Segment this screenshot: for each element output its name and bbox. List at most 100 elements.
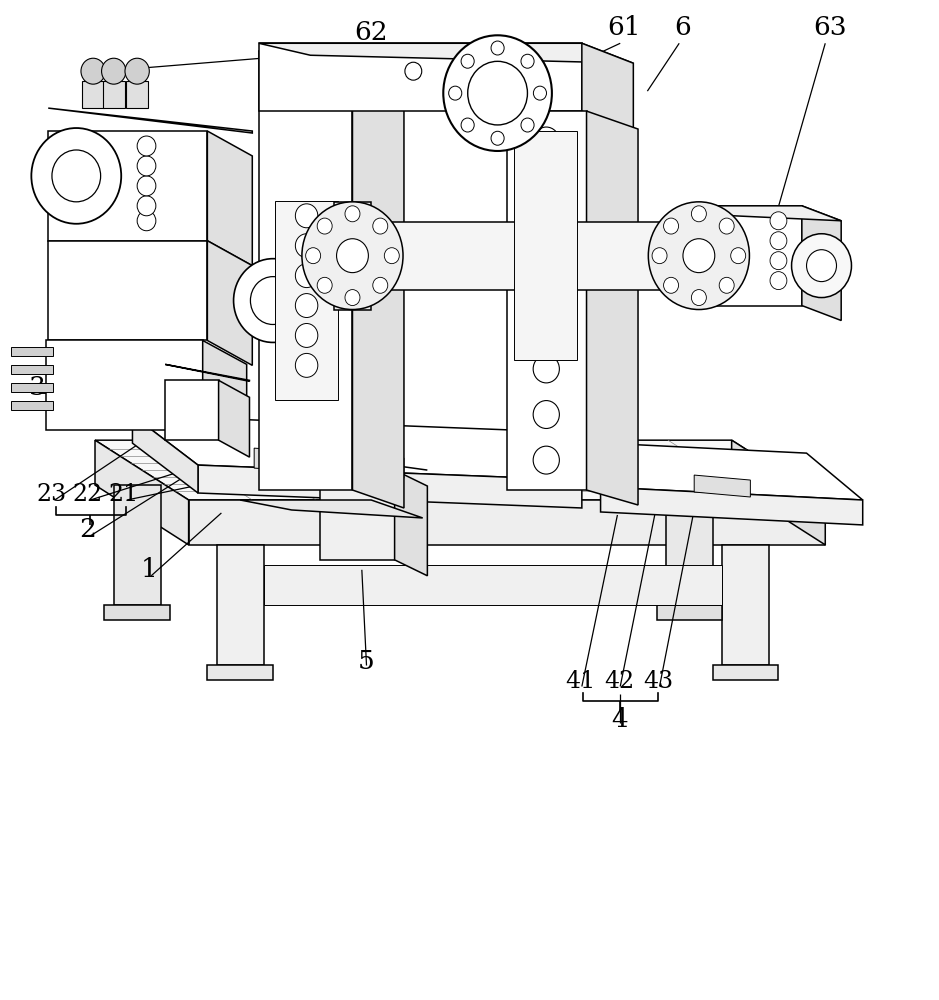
Circle shape [533, 218, 560, 246]
Polygon shape [132, 415, 582, 480]
Polygon shape [515, 131, 577, 360]
Polygon shape [10, 401, 53, 410]
Polygon shape [357, 455, 404, 478]
Polygon shape [601, 487, 863, 525]
Polygon shape [731, 440, 825, 545]
Circle shape [792, 234, 852, 298]
Circle shape [296, 204, 317, 228]
Circle shape [302, 202, 403, 310]
Polygon shape [95, 440, 189, 545]
Polygon shape [507, 111, 587, 490]
Circle shape [405, 62, 422, 80]
Circle shape [468, 61, 528, 125]
Circle shape [125, 58, 149, 84]
Circle shape [296, 234, 317, 258]
Text: 23: 23 [36, 483, 66, 506]
Polygon shape [198, 465, 582, 508]
Circle shape [533, 309, 560, 337]
Circle shape [234, 259, 312, 342]
Circle shape [533, 355, 560, 383]
Polygon shape [694, 206, 841, 221]
Circle shape [652, 248, 667, 264]
Polygon shape [713, 665, 778, 680]
Circle shape [449, 86, 462, 100]
Polygon shape [10, 347, 53, 356]
Polygon shape [254, 448, 357, 475]
Polygon shape [694, 206, 802, 306]
Circle shape [137, 196, 156, 216]
Circle shape [664, 218, 679, 234]
Polygon shape [240, 500, 423, 518]
Circle shape [101, 58, 126, 84]
Circle shape [461, 118, 474, 132]
Circle shape [664, 277, 679, 293]
Circle shape [296, 264, 317, 288]
Polygon shape [264, 565, 722, 605]
Circle shape [770, 272, 787, 290]
Polygon shape [259, 43, 582, 111]
Polygon shape [219, 380, 250, 457]
Circle shape [533, 264, 560, 292]
Circle shape [461, 54, 474, 68]
Circle shape [345, 290, 360, 306]
Polygon shape [259, 51, 352, 490]
Circle shape [770, 252, 787, 270]
Polygon shape [259, 51, 404, 76]
Circle shape [491, 131, 504, 145]
Text: 43: 43 [643, 670, 673, 693]
Circle shape [317, 218, 332, 234]
Circle shape [648, 202, 749, 310]
Circle shape [336, 239, 368, 273]
Polygon shape [165, 364, 250, 381]
Text: 6: 6 [674, 15, 691, 40]
Circle shape [81, 58, 105, 84]
Polygon shape [203, 340, 247, 454]
Text: 21: 21 [109, 483, 139, 506]
Circle shape [137, 211, 156, 231]
Polygon shape [114, 485, 161, 605]
Polygon shape [104, 605, 170, 620]
Circle shape [137, 156, 156, 176]
Circle shape [373, 218, 388, 234]
Polygon shape [275, 201, 338, 400]
Text: 1: 1 [141, 557, 158, 582]
Circle shape [306, 248, 320, 264]
Circle shape [719, 277, 734, 293]
Polygon shape [352, 51, 404, 508]
Circle shape [807, 250, 837, 282]
Circle shape [443, 35, 552, 151]
Circle shape [533, 86, 546, 100]
Polygon shape [10, 365, 53, 374]
Polygon shape [394, 470, 427, 576]
Polygon shape [802, 206, 841, 321]
Circle shape [770, 212, 787, 230]
Polygon shape [48, 241, 208, 340]
Circle shape [317, 277, 332, 293]
Polygon shape [46, 340, 203, 430]
Circle shape [521, 54, 534, 68]
Circle shape [731, 248, 746, 264]
Text: 5: 5 [358, 649, 375, 674]
Text: 42: 42 [604, 670, 635, 693]
Polygon shape [333, 202, 371, 310]
Polygon shape [132, 415, 198, 493]
Polygon shape [656, 605, 722, 620]
Polygon shape [48, 108, 253, 133]
Polygon shape [587, 111, 638, 505]
Circle shape [683, 239, 715, 273]
Text: 3: 3 [28, 375, 45, 400]
Polygon shape [102, 81, 125, 108]
Circle shape [691, 206, 706, 222]
Circle shape [251, 277, 296, 324]
Polygon shape [666, 485, 713, 605]
Polygon shape [722, 545, 769, 665]
Text: 63: 63 [813, 15, 847, 40]
Circle shape [296, 353, 317, 377]
Polygon shape [189, 500, 825, 545]
Text: 4: 4 [611, 707, 627, 732]
Text: TD516: TD516 [300, 261, 312, 300]
Polygon shape [95, 440, 825, 500]
Circle shape [533, 127, 560, 155]
Polygon shape [126, 81, 148, 108]
Circle shape [373, 277, 388, 293]
